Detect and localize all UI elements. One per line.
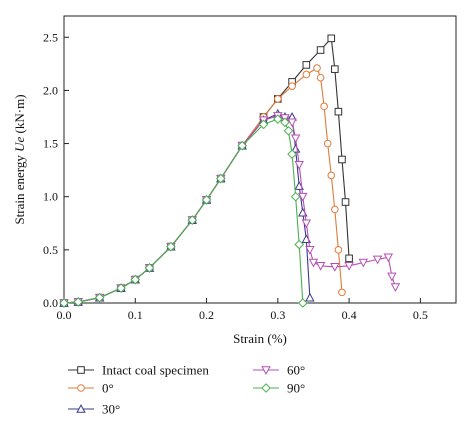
x-tick-label: 0.3 [270,308,285,322]
legend-label: 90° [287,381,305,396]
legend-marker [76,404,86,413]
y-axis-label-unit: (kN·m) [12,94,27,136]
x-axis-label: Strain (%) [233,331,287,346]
x-tick-label: 0.0 [57,308,72,322]
data-point [372,255,383,265]
data-point [338,155,346,164]
y-tick-label: 0.5 [43,243,58,257]
data-point [187,215,198,225]
data-point [298,192,308,202]
data-point [116,283,126,293]
x-tick-label: 0.4 [342,308,357,322]
legend: Intact coal specimen 0° 30° 60° 90° [68,363,305,417]
data-point [144,263,155,273]
series-line [63,113,311,304]
data-point [201,195,212,205]
data-point [334,246,343,254]
legend-label: Intact coal specimen [102,363,209,378]
plot-series [59,34,401,308]
data-point [316,73,325,82]
data-point [331,205,339,214]
data-point [320,102,328,111]
data-point [290,134,301,144]
series-line [63,118,304,304]
axes: 0.0 0.1 0.2 0.3 0.4 0.5 0.0 0.5 1.0 1.5 2.0 2.5 [43,15,457,322]
data-point [287,149,297,159]
data-point [387,272,397,282]
data-point [327,34,336,43]
data-point [301,219,312,229]
data-point [315,261,326,271]
data-point [390,283,401,293]
data-point [341,198,350,206]
legend-item: 60° [253,363,305,378]
data-point [330,263,340,272]
data-point [130,274,141,285]
data-point [302,70,311,79]
data-point [294,161,304,170]
series-1 [60,64,346,307]
data-point [290,191,301,202]
data-point [283,125,294,136]
data-point [302,61,311,69]
data-point [313,64,321,72]
data-point [297,298,308,308]
series-3 [59,112,401,308]
legend-label: 30° [102,402,120,417]
legend-item: 30° [68,402,120,417]
legend-label: 60° [287,363,305,378]
data-point [316,46,325,54]
data-point [305,246,315,255]
data-point [331,65,339,73]
data-point [288,82,296,90]
data-point [383,253,394,263]
data-point [258,119,269,130]
x-tick-label: 0.5 [413,308,428,322]
legend-item: Intact coal specimen [68,363,209,378]
legend-marker [77,384,85,392]
data-point [73,297,84,307]
legend-marker [261,366,271,375]
legend-label: 0° [102,381,114,396]
data-point [345,254,353,263]
data-point [273,114,283,124]
data-point [287,118,297,128]
legend-item: 0° [68,381,114,396]
legend-item: 90° [253,381,305,396]
y-tick-label: 0.0 [43,296,58,310]
data-point [358,258,369,268]
x-tick-label: 0.2 [199,308,214,322]
y-tick-label: 1.5 [43,137,58,151]
data-point [280,117,290,128]
y-axis-label-symbol: Ue [12,136,27,151]
data-point [166,241,176,252]
y-axis-label-prefix: Strain energy [12,152,27,225]
data-point [334,107,343,116]
plot-frame [63,15,457,304]
data-point [344,261,354,271]
series-2 [59,108,315,307]
data-point [308,258,319,268]
data-point [294,239,305,250]
data-point [327,171,336,180]
y-tick-label: 2.0 [43,83,58,97]
data-point [274,95,282,103]
data-point [59,298,69,308]
data-point [338,288,346,297]
data-point [305,292,315,302]
data-point [215,173,226,184]
y-tick-label: 1.0 [43,190,58,204]
data-point [94,292,105,303]
data-point [323,139,332,148]
series-4 [59,114,308,308]
legend-marker [77,366,85,374]
legend-marker [261,383,271,393]
x-tick-label: 0.1 [128,308,143,322]
data-point [237,140,247,151]
y-tick-label: 2.5 [43,30,58,44]
y-axis-label: Strain energy Ue (kN·m) [12,94,27,224]
